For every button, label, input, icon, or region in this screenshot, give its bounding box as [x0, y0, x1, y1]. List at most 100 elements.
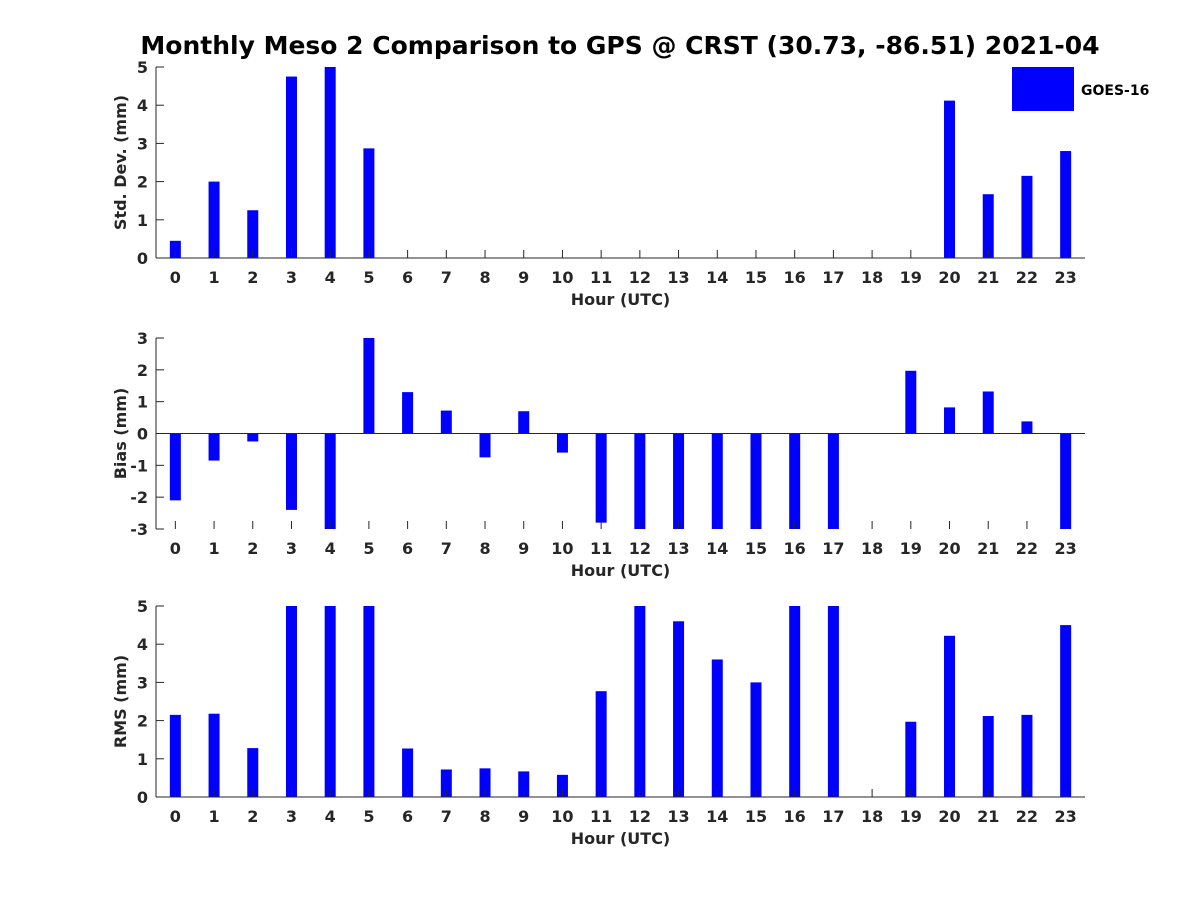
bias-bar-23 [1060, 433, 1072, 529]
std-dev-bar-3 [285, 76, 297, 258]
rms-x-tick-label: 11 [590, 807, 612, 826]
rms-x-tick-label: 17 [822, 807, 844, 826]
std-dev-bar-21 [982, 194, 994, 258]
rms-bar-9 [518, 771, 530, 797]
bias-x-tick-label: 1 [208, 539, 219, 558]
rms-x-tick-label: 15 [745, 807, 767, 826]
std-dev-x-tick-label: 12 [629, 268, 651, 287]
rms-bar-4 [324, 606, 336, 797]
std-dev-x-tick-label: 23 [1055, 268, 1077, 287]
std-dev-x-tick-label: 5 [363, 268, 374, 287]
std-dev-x-axis-label: Hour (UTC) [571, 290, 671, 309]
bias-bar-7 [440, 410, 452, 434]
bias-bar-17 [827, 433, 839, 529]
bias-x-tick-label: 2 [247, 539, 258, 558]
bias-y-tick-label: 3 [137, 329, 148, 348]
bias-bar-4 [324, 433, 336, 529]
std-dev-x-tick-label: 7 [441, 268, 452, 287]
bias-bar-11 [595, 433, 607, 523]
rms-x-tick-label: 3 [286, 807, 297, 826]
bias-x-tick-label: 9 [518, 539, 529, 558]
legend-swatch [1012, 67, 1074, 111]
std-dev-x-tick-label: 1 [208, 268, 219, 287]
bias-x-tick-label: 21 [977, 539, 999, 558]
std-dev-bar-5 [363, 148, 375, 258]
bias-bar-16 [789, 433, 801, 529]
rms-x-axis-label: Hour (UTC) [571, 829, 671, 848]
rms-bar-16 [789, 606, 801, 797]
rms-y-tick-label: 1 [137, 750, 148, 769]
std-dev-y-tick-label: 2 [137, 173, 148, 192]
rms-bar-8 [479, 768, 491, 797]
rms-bar-7 [440, 769, 452, 797]
std-dev-x-tick-label: 8 [479, 268, 490, 287]
std-dev-x-tick-label: 10 [551, 268, 573, 287]
bias-x-tick-label: 0 [170, 539, 181, 558]
rms-x-tick-label: 4 [325, 807, 336, 826]
bias-x-tick-label: 23 [1055, 539, 1077, 558]
rms-y-axis-label: RMS (mm) [111, 655, 130, 748]
rms-x-tick-label: 14 [706, 807, 728, 826]
bias-bar-10 [556, 433, 568, 453]
std-dev-bar-2 [247, 210, 259, 258]
bias-bar-13 [673, 433, 685, 529]
rms-bar-5 [363, 606, 375, 797]
std-dev-x-tick-label: 17 [822, 268, 844, 287]
std-dev-y-tick-label: 1 [137, 211, 148, 230]
rms-bar-21 [982, 716, 994, 797]
bias-bar-3 [285, 433, 297, 510]
rms-x-tick-label: 21 [977, 807, 999, 826]
bias-y-tick-label: 1 [137, 393, 148, 412]
std-dev-x-tick-label: 0 [170, 268, 181, 287]
rms-x-tick-label: 6 [402, 807, 413, 826]
bias-x-tick-label: 19 [900, 539, 922, 558]
std-dev-x-tick-label: 6 [402, 268, 413, 287]
rms-x-tick-label: 0 [170, 807, 181, 826]
bias-x-tick-label: 12 [629, 539, 651, 558]
bias-x-tick-label: 17 [822, 539, 844, 558]
rms-y-tick-label: 3 [137, 673, 148, 692]
std-dev-y-axis-label: Std. Dev. (mm) [111, 95, 130, 230]
legend: GOES-16 [1012, 67, 1149, 111]
bias-x-tick-label: 3 [286, 539, 297, 558]
rms-bar-0 [169, 714, 181, 797]
rms-x-tick-label: 23 [1055, 807, 1077, 826]
bias-y-tick-label: -1 [130, 456, 148, 475]
rms-y-tick-label: 5 [137, 597, 148, 616]
bias-bar-5 [363, 338, 375, 434]
rms-x-tick-label: 8 [479, 807, 490, 826]
bias-y-tick-label: -3 [130, 520, 148, 539]
bias-bar-22 [1021, 421, 1033, 434]
std-dev-x-tick-label: 15 [745, 268, 767, 287]
rms-bar-1 [208, 713, 220, 797]
bias-x-tick-label: 14 [706, 539, 728, 558]
bias-y-tick-label: 2 [137, 361, 148, 380]
rms-y-tick-label: 4 [137, 635, 148, 654]
rms-x-tick-label: 10 [551, 807, 573, 826]
std-dev-x-tick-label: 20 [938, 268, 960, 287]
rms-x-tick-label: 16 [784, 807, 806, 826]
bias-bar-1 [208, 433, 220, 461]
std-dev-bar-4 [324, 67, 336, 258]
rms-x-tick-label: 9 [518, 807, 529, 826]
rms-y-tick-label: 0 [137, 788, 148, 807]
bias-x-tick-label: 7 [441, 539, 452, 558]
chart-title: Monthly Meso 2 Comparison to GPS @ CRST … [140, 31, 1099, 60]
rms-x-tick-label: 22 [1016, 807, 1038, 826]
std-dev-x-tick-label: 21 [977, 268, 999, 287]
bias-x-tick-label: 22 [1016, 539, 1038, 558]
bias-bar-9 [518, 411, 530, 434]
bias-bar-2 [247, 433, 259, 442]
rms-x-tick-label: 1 [208, 807, 219, 826]
rms-x-tick-label: 13 [667, 807, 689, 826]
rms-bar-3 [285, 606, 297, 797]
bias-bar-15 [750, 433, 762, 529]
bias-x-tick-label: 6 [402, 539, 413, 558]
rms-bar-23 [1060, 625, 1072, 797]
std-dev-x-tick-label: 14 [706, 268, 728, 287]
std-dev-x-tick-label: 4 [325, 268, 336, 287]
